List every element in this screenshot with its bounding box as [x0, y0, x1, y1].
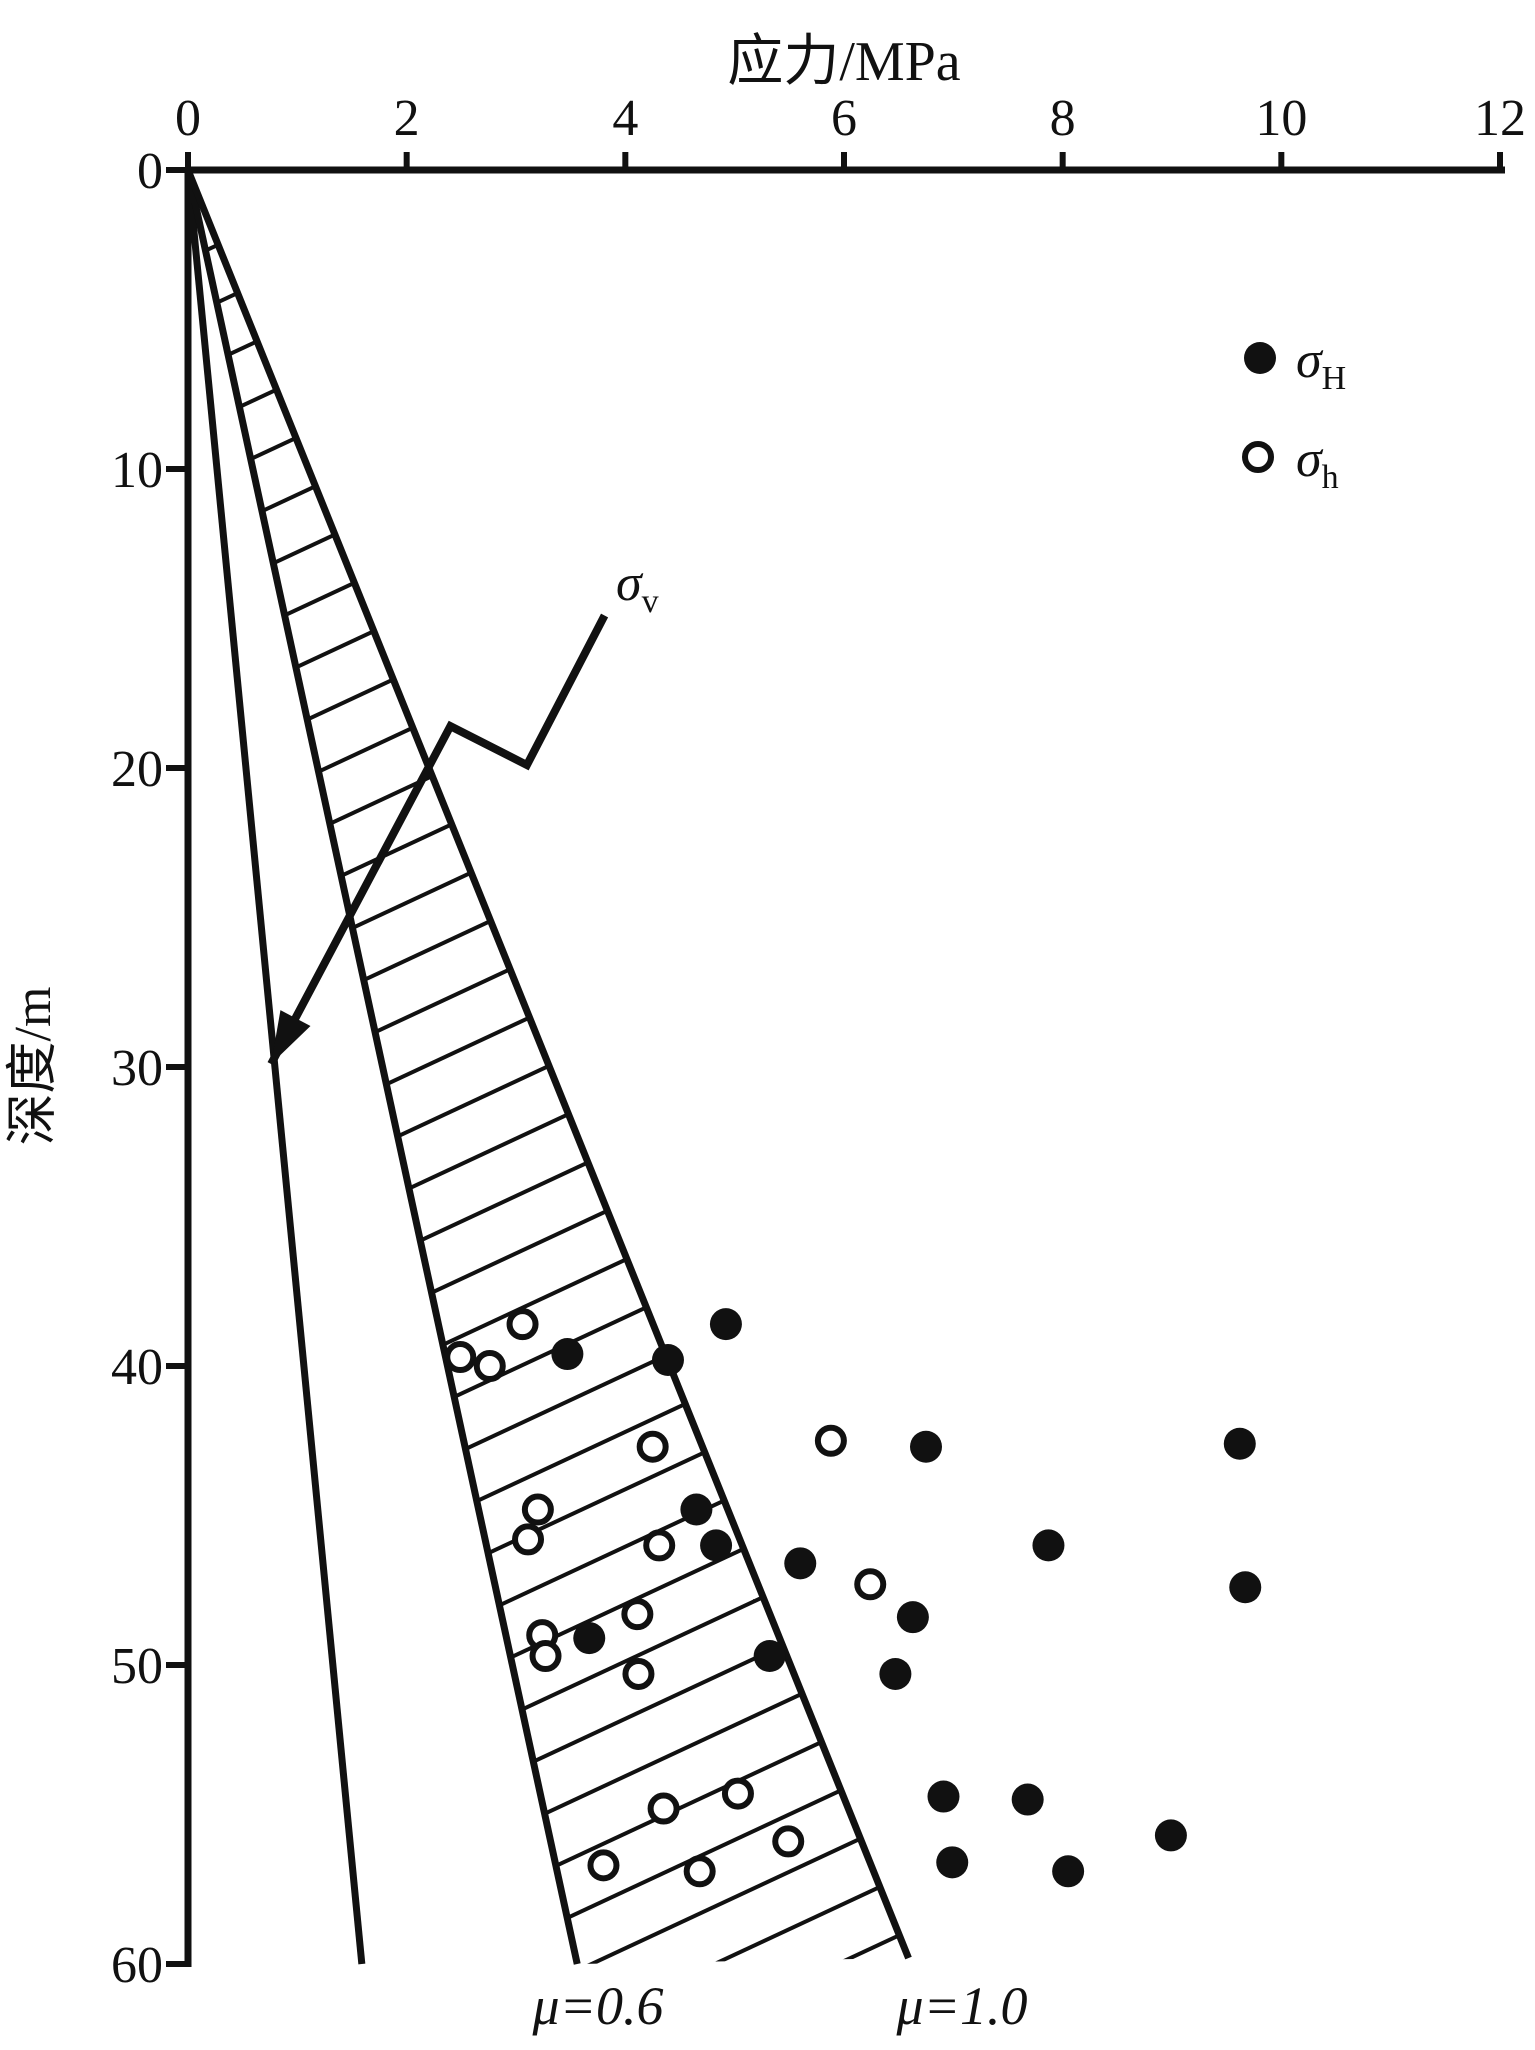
sigma-H-point	[896, 1601, 929, 1634]
x-tick-label: 10	[1255, 90, 1307, 147]
legend-open-circle-marker	[1242, 441, 1274, 473]
sigma-H-point	[936, 1846, 969, 1879]
sigma-H-point	[927, 1780, 960, 1813]
mu-1.0-label: μ=1.0	[895, 1976, 1027, 2036]
reference-lines	[184, 168, 912, 1965]
sigma-H-point	[651, 1344, 684, 1377]
x-tick-label: 12	[1474, 90, 1526, 147]
legend-sigma-h-symbol: σ	[1296, 431, 1324, 488]
sigma-h-point	[721, 1777, 754, 1810]
arrowhead	[271, 1010, 311, 1065]
sigma-h-point	[683, 1855, 716, 1888]
y-tick-label: 60	[111, 1937, 163, 1994]
sigma-h-point	[636, 1430, 669, 1463]
sigma-H-point	[1011, 1783, 1044, 1816]
axis-ticks: 0 2 4 6 8 10 12 0 10 20 30 40 50 60	[111, 90, 1526, 1994]
sigma-h-point	[854, 1568, 887, 1601]
y-tick-label: 50	[111, 1638, 163, 1695]
sigma-v-symbol: σ	[616, 555, 644, 612]
sigma-h-point	[621, 1598, 654, 1631]
mu-0.6-line	[184, 169, 581, 1965]
x-tick-label: 8	[1050, 90, 1076, 147]
sigma-h-point	[814, 1424, 847, 1457]
sigma-h-point	[643, 1529, 676, 1562]
sigma-H-point	[784, 1547, 817, 1580]
legend-label-sigma-H: σH	[1296, 332, 1346, 397]
sigma-H-point	[1032, 1529, 1065, 1562]
sigma-v-callout-arrow	[267, 613, 609, 1066]
sigma-H-point	[1229, 1571, 1262, 1604]
y-tick-label: 20	[111, 741, 163, 798]
legend-sigma-H-symbol: σ	[1296, 332, 1324, 389]
sigma-h-point	[529, 1640, 562, 1673]
sigma-h-point	[622, 1657, 655, 1690]
sigma-h-point	[444, 1341, 477, 1374]
mu-0.6-label: μ=0.6	[531, 1976, 663, 2036]
x-tick-label: 0	[175, 90, 201, 147]
y-tick-label: 0	[137, 143, 163, 200]
sigma-H-point	[1154, 1819, 1187, 1852]
sigma-H-point	[1223, 1427, 1256, 1460]
y-tick-label: 30	[111, 1040, 163, 1097]
sigma-H-point	[709, 1308, 742, 1341]
x-tick-label: 4	[612, 90, 638, 147]
sigma-h-point	[521, 1493, 554, 1526]
x-axis-title: 应力/MPa	[727, 31, 960, 93]
sigma-h-point	[772, 1825, 805, 1858]
sigma-H-point	[551, 1338, 584, 1371]
sigma-h-point	[506, 1308, 539, 1341]
legend-filled-circle-marker	[1244, 342, 1276, 374]
sigma-H-point	[700, 1529, 733, 1562]
y-axis-title: 深度/m	[5, 987, 62, 1146]
x-tick-label: 2	[394, 90, 420, 147]
sigma-h-point	[647, 1792, 680, 1825]
sigma-H-point	[879, 1657, 912, 1690]
sigma-H-point	[573, 1622, 606, 1655]
sigma-v-label: σv	[616, 555, 659, 620]
sigma-v-line	[184, 169, 366, 1965]
mu-1.0-line	[184, 168, 912, 1960]
sigma-h-point	[587, 1849, 620, 1882]
callout-polyline	[267, 613, 609, 1066]
sigma-h-point	[473, 1350, 506, 1382]
legend-sigma-H-subscript: H	[1322, 360, 1347, 397]
y-tick-label: 10	[111, 442, 163, 499]
sigma-H-point	[1052, 1855, 1085, 1888]
sigma-H-point	[680, 1493, 713, 1526]
x-tick-label: 6	[831, 90, 857, 147]
sigma-h-point	[512, 1523, 545, 1556]
y-tick-label: 40	[111, 1339, 163, 1396]
sigma-H-point	[753, 1640, 786, 1673]
legend-sigma-h-subscript: h	[1322, 459, 1339, 496]
legend: σH σh	[1242, 332, 1346, 496]
data-points	[444, 1308, 1262, 1888]
sigma-v-subscript: v	[642, 583, 659, 620]
legend-label-sigma-h: σh	[1296, 431, 1339, 496]
sigma-H-point	[910, 1430, 942, 1463]
